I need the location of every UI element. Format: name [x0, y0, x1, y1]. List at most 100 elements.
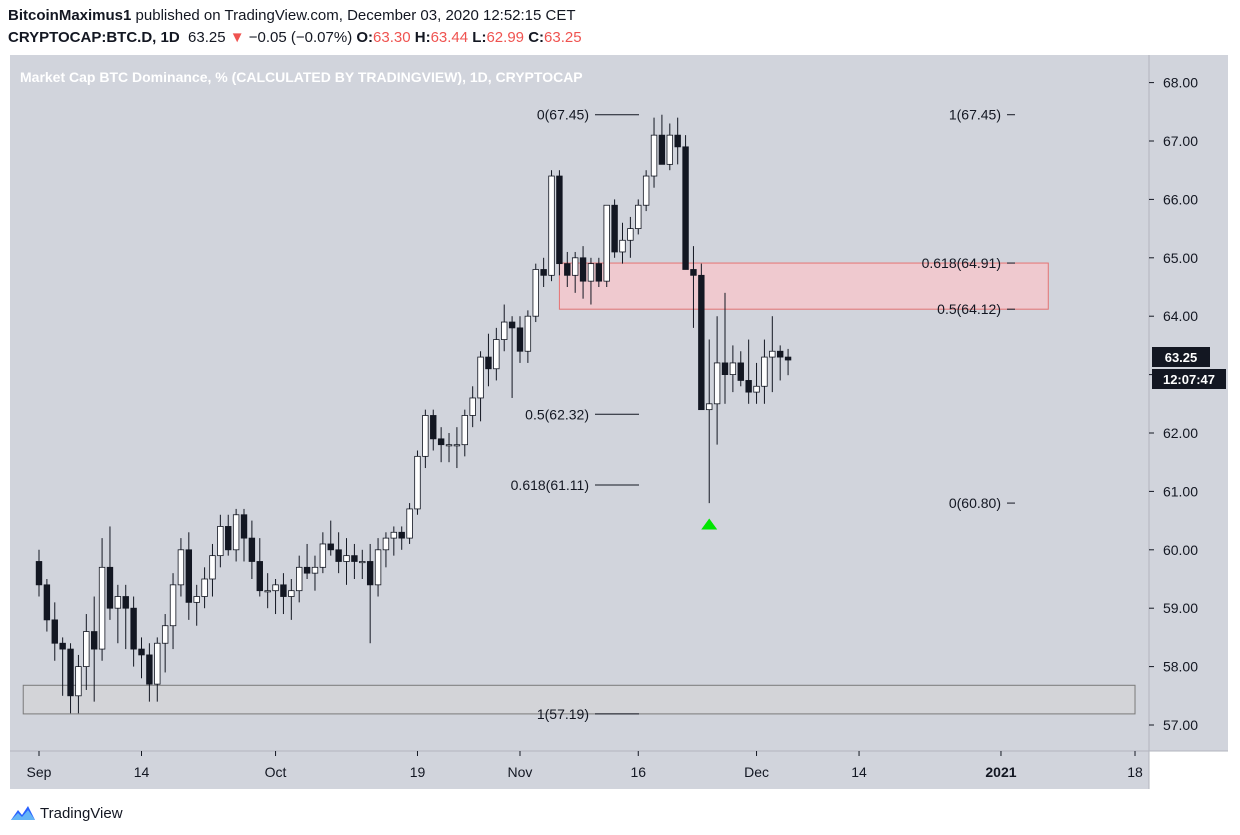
candle[interactable] — [658, 114, 666, 165]
candle[interactable] — [138, 637, 145, 679]
candle[interactable] — [485, 333, 492, 387]
resistance-zone[interactable] — [558, 262, 1049, 310]
candle[interactable] — [201, 567, 208, 609]
plot-area[interactable] — [10, 55, 1149, 751]
candle[interactable] — [67, 643, 74, 714]
candle[interactable] — [619, 222, 626, 264]
candle[interactable] — [579, 246, 587, 299]
price-axis[interactable] — [1149, 55, 1228, 751]
candle[interactable] — [729, 345, 737, 393]
candle[interactable] — [359, 549, 366, 579]
candle[interactable] — [90, 596, 98, 702]
candle[interactable] — [319, 532, 327, 574]
candle[interactable] — [713, 316, 721, 445]
candle[interactable] — [635, 199, 642, 235]
candle[interactable] — [296, 555, 303, 603]
candle[interactable] — [106, 526, 114, 620]
candle[interactable] — [114, 584, 122, 644]
candle[interactable] — [706, 339, 713, 504]
candle[interactable] — [508, 316, 516, 398]
candle[interactable] — [745, 339, 752, 404]
candle[interactable] — [437, 427, 445, 463]
candle[interactable] — [51, 602, 58, 661]
symbol-name[interactable]: CRYPTOCAP:BTC.D, 1D — [8, 29, 180, 46]
candle[interactable] — [477, 351, 484, 422]
candle[interactable] — [587, 257, 595, 305]
candle[interactable] — [548, 170, 555, 282]
candle[interactable] — [595, 257, 603, 287]
candle[interactable] — [264, 573, 271, 609]
candle[interactable] — [303, 543, 311, 579]
candle[interactable] — [564, 251, 571, 287]
candle[interactable] — [43, 579, 51, 632]
candle[interactable] — [280, 573, 287, 615]
candle[interactable] — [327, 520, 334, 556]
candle[interactable] — [366, 543, 374, 644]
candle[interactable] — [571, 251, 579, 293]
candle[interactable] — [627, 216, 634, 258]
candle[interactable] — [75, 654, 82, 714]
candle[interactable] — [122, 584, 129, 650]
candle[interactable] — [146, 643, 153, 702]
candle[interactable] — [240, 508, 248, 562]
candle[interactable] — [501, 304, 508, 352]
candle[interactable] — [524, 310, 532, 363]
candle[interactable] — [445, 433, 453, 463]
candle[interactable] — [753, 362, 760, 404]
candle[interactable] — [461, 409, 468, 457]
candle[interactable] — [169, 573, 177, 650]
candle[interactable] — [232, 508, 240, 562]
candle[interactable] — [698, 263, 705, 411]
candle[interactable] — [422, 409, 429, 469]
candle[interactable] — [650, 117, 658, 188]
candle[interactable] — [737, 351, 744, 387]
author-name[interactable]: BitcoinMaximus1 — [8, 7, 132, 24]
candle[interactable] — [516, 316, 524, 363]
candle[interactable] — [35, 549, 43, 597]
candle[interactable] — [556, 170, 563, 276]
time-axis[interactable] — [10, 751, 1149, 789]
candle[interactable] — [721, 292, 729, 404]
candle[interactable] — [784, 348, 792, 376]
candle[interactable] — [642, 170, 650, 212]
candle[interactable] — [540, 257, 547, 287]
candle[interactable] — [390, 526, 398, 556]
price-chart[interactable]: Market Cap BTC Dominance, % (CALCULATED … — [0, 0, 1240, 800]
tradingview-brand[interactable]: TradingView — [40, 804, 123, 822]
candle[interactable] — [335, 532, 342, 574]
candle[interactable] — [154, 637, 161, 702]
candle[interactable] — [430, 409, 437, 451]
candle[interactable] — [193, 584, 200, 626]
candle[interactable] — [209, 543, 216, 597]
candle[interactable] — [311, 555, 319, 591]
candle[interactable] — [690, 246, 697, 328]
candle[interactable] — [469, 386, 476, 428]
candle[interactable] — [682, 135, 689, 270]
candle[interactable] — [674, 117, 681, 165]
candle[interactable] — [130, 596, 137, 667]
candle[interactable] — [83, 614, 90, 690]
candle[interactable] — [343, 538, 350, 585]
candle[interactable] — [177, 538, 185, 597]
candle[interactable] — [98, 538, 106, 661]
candle[interactable] — [666, 123, 673, 171]
candle[interactable] — [161, 614, 169, 673]
candle[interactable] — [776, 345, 784, 381]
candle[interactable] — [769, 316, 776, 393]
candle[interactable] — [406, 503, 413, 544]
candle[interactable] — [217, 514, 224, 568]
candle[interactable] — [288, 579, 295, 620]
candle[interactable] — [761, 339, 768, 404]
candle[interactable] — [493, 327, 500, 381]
candle[interactable] — [351, 543, 358, 579]
candle[interactable] — [398, 526, 405, 550]
candle[interactable] — [414, 450, 421, 515]
candle[interactable] — [185, 532, 193, 620]
candle[interactable] — [256, 538, 263, 597]
candle[interactable] — [59, 637, 66, 696]
candle[interactable] — [532, 263, 539, 323]
candle[interactable] — [225, 514, 232, 556]
candle[interactable] — [611, 199, 618, 258]
candle[interactable] — [453, 427, 461, 469]
candle[interactable] — [374, 538, 382, 597]
